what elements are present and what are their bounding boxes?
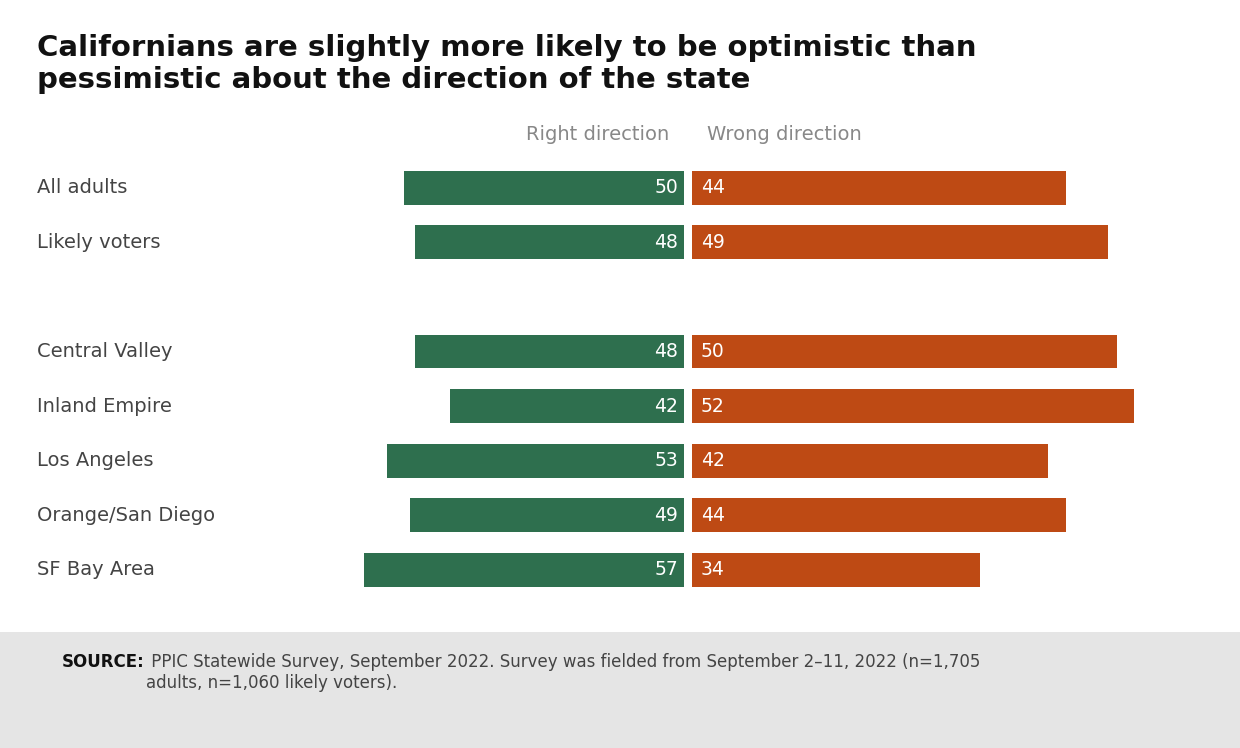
Text: 34: 34: [701, 560, 724, 579]
Text: 50: 50: [655, 178, 678, 197]
Text: 44: 44: [701, 506, 724, 524]
Text: 49: 49: [701, 233, 724, 252]
Text: 53: 53: [655, 451, 678, 470]
Text: 42: 42: [655, 396, 678, 416]
Text: PPIC Statewide Survey, September 2022. Survey was fielded from September 2–11, 2: PPIC Statewide Survey, September 2022. S…: [146, 653, 981, 692]
Text: SOURCE:: SOURCE:: [62, 653, 145, 671]
Text: 50: 50: [701, 342, 724, 361]
Text: Orange/San Diego: Orange/San Diego: [37, 506, 216, 524]
Text: 49: 49: [655, 506, 678, 524]
Text: Californians are slightly more likely to be optimistic than
pessimistic about th: Californians are slightly more likely to…: [37, 34, 977, 94]
Text: SF Bay Area: SF Bay Area: [37, 560, 155, 579]
Text: Right direction: Right direction: [526, 125, 670, 144]
Text: All adults: All adults: [37, 178, 128, 197]
Text: 57: 57: [655, 560, 678, 579]
Text: Wrong direction: Wrong direction: [707, 125, 862, 144]
Text: 42: 42: [701, 451, 724, 470]
Text: 48: 48: [655, 342, 678, 361]
Text: 52: 52: [701, 396, 724, 416]
Text: 48: 48: [655, 233, 678, 252]
Text: Central Valley: Central Valley: [37, 342, 172, 361]
Text: Likely voters: Likely voters: [37, 233, 161, 252]
Text: Inland Empire: Inland Empire: [37, 396, 172, 416]
Text: Los Angeles: Los Angeles: [37, 451, 154, 470]
Text: 44: 44: [701, 178, 724, 197]
